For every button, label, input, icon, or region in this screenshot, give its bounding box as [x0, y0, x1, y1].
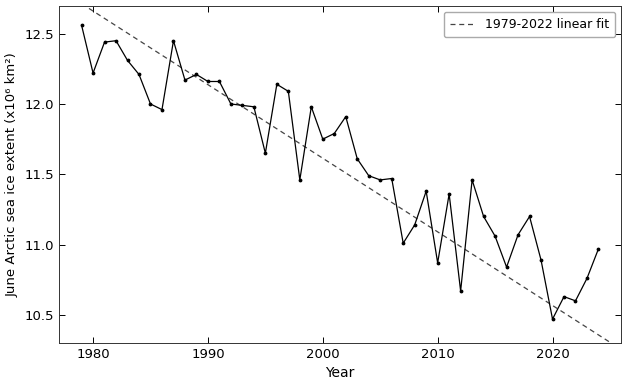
- Legend: 1979-2022 linear fit: 1979-2022 linear fit: [443, 12, 615, 37]
- X-axis label: Year: Year: [325, 366, 355, 381]
- Y-axis label: June Arctic sea ice extent (x10⁶ km²): June Arctic sea ice extent (x10⁶ km²): [6, 52, 19, 297]
